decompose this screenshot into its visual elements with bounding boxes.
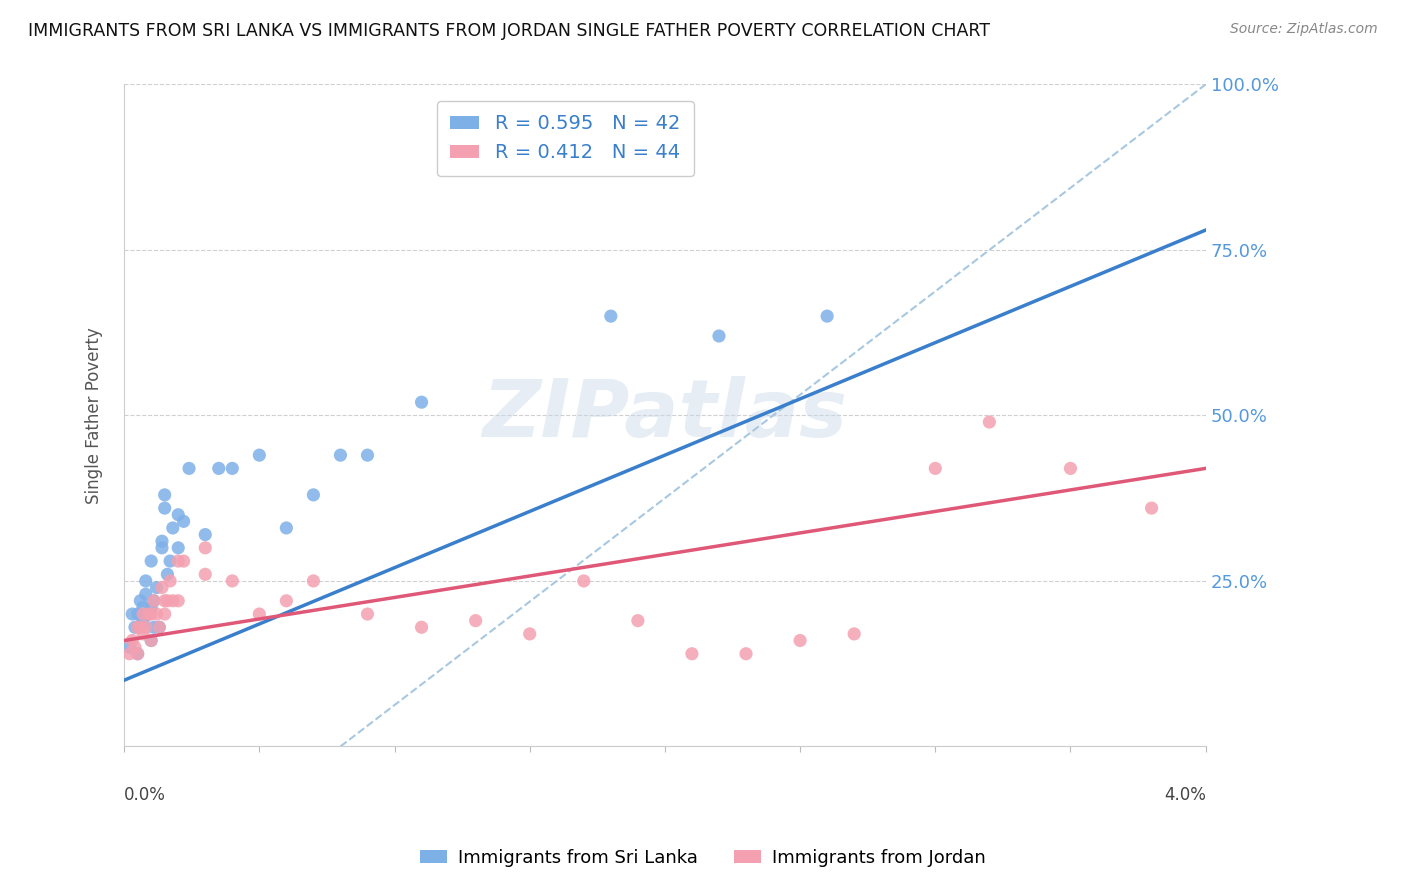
Point: [127, 607, 149, 621]
Point: [167, 554, 190, 568]
Legend: R = 0.595   N = 42, R = 0.412   N = 44: R = 0.595 N = 42, R = 0.412 N = 44: [437, 101, 695, 176]
Point: [156, 567, 179, 582]
Point: [519, 627, 541, 641]
Point: [153, 488, 176, 502]
Point: [141, 600, 163, 615]
Point: [150, 581, 173, 595]
Point: [127, 647, 149, 661]
Point: [194, 527, 217, 541]
Point: [118, 647, 141, 661]
Point: [153, 607, 176, 621]
Point: [141, 554, 163, 568]
Point: [132, 600, 155, 615]
Text: IMMIGRANTS FROM SRI LANKA VS IMMIGRANTS FROM JORDAN SINGLE FATHER POVERTY CORREL: IMMIGRANTS FROM SRI LANKA VS IMMIGRANTS …: [28, 22, 990, 40]
Point: [129, 620, 152, 634]
Point: [167, 508, 190, 522]
Point: [153, 594, 176, 608]
Point: [167, 541, 190, 555]
Y-axis label: Single Father Poverty: Single Father Poverty: [86, 327, 103, 504]
Point: [329, 448, 352, 462]
Point: [150, 541, 173, 555]
Text: ZIPatlas: ZIPatlas: [482, 376, 848, 454]
Text: 4.0%: 4.0%: [1164, 786, 1206, 805]
Point: [194, 567, 217, 582]
Point: [1140, 501, 1163, 516]
Point: [815, 309, 838, 323]
Point: [302, 574, 325, 588]
Point: [141, 633, 163, 648]
Point: [138, 607, 160, 621]
Point: [572, 574, 595, 588]
Point: [135, 574, 157, 588]
Point: [141, 633, 163, 648]
Point: [221, 574, 243, 588]
Point: [247, 607, 270, 621]
Point: [159, 554, 181, 568]
Text: 0.0%: 0.0%: [124, 786, 166, 805]
Point: [159, 574, 181, 588]
Point: [148, 620, 170, 634]
Point: [121, 633, 143, 648]
Point: [121, 607, 143, 621]
Point: [118, 640, 141, 654]
Point: [129, 594, 152, 608]
Point: [156, 594, 179, 608]
Point: [411, 395, 433, 409]
Point: [302, 488, 325, 502]
Point: [162, 521, 184, 535]
Point: [132, 627, 155, 641]
Point: [162, 594, 184, 608]
Point: [735, 647, 758, 661]
Point: [276, 521, 298, 535]
Point: [789, 633, 811, 648]
Point: [173, 554, 195, 568]
Point: [208, 461, 231, 475]
Point: [135, 620, 157, 634]
Point: [129, 620, 152, 634]
Point: [124, 640, 146, 654]
Point: [142, 594, 165, 608]
Point: [599, 309, 621, 323]
Point: [627, 614, 650, 628]
Point: [135, 587, 157, 601]
Point: [132, 614, 155, 628]
Legend: Immigrants from Sri Lanka, Immigrants from Jordan: Immigrants from Sri Lanka, Immigrants fr…: [413, 842, 993, 874]
Point: [127, 620, 149, 634]
Point: [924, 461, 946, 475]
Text: Source: ZipAtlas.com: Source: ZipAtlas.com: [1230, 22, 1378, 37]
Point: [145, 581, 167, 595]
Point: [464, 614, 486, 628]
Point: [167, 594, 190, 608]
Point: [142, 620, 165, 634]
Point: [1059, 461, 1081, 475]
Point: [194, 541, 217, 555]
Point: [124, 620, 146, 634]
Point: [276, 594, 298, 608]
Point: [153, 501, 176, 516]
Point: [150, 534, 173, 549]
Point: [173, 514, 195, 528]
Point: [247, 448, 270, 462]
Point: [411, 620, 433, 634]
Point: [132, 607, 155, 621]
Point: [844, 627, 866, 641]
Point: [141, 607, 163, 621]
Point: [681, 647, 703, 661]
Point: [707, 329, 730, 343]
Point: [148, 620, 170, 634]
Point: [979, 415, 1001, 429]
Point: [145, 607, 167, 621]
Point: [177, 461, 200, 475]
Point: [221, 461, 243, 475]
Point: [142, 594, 165, 608]
Point: [127, 647, 149, 661]
Point: [356, 448, 378, 462]
Point: [138, 607, 160, 621]
Point: [356, 607, 378, 621]
